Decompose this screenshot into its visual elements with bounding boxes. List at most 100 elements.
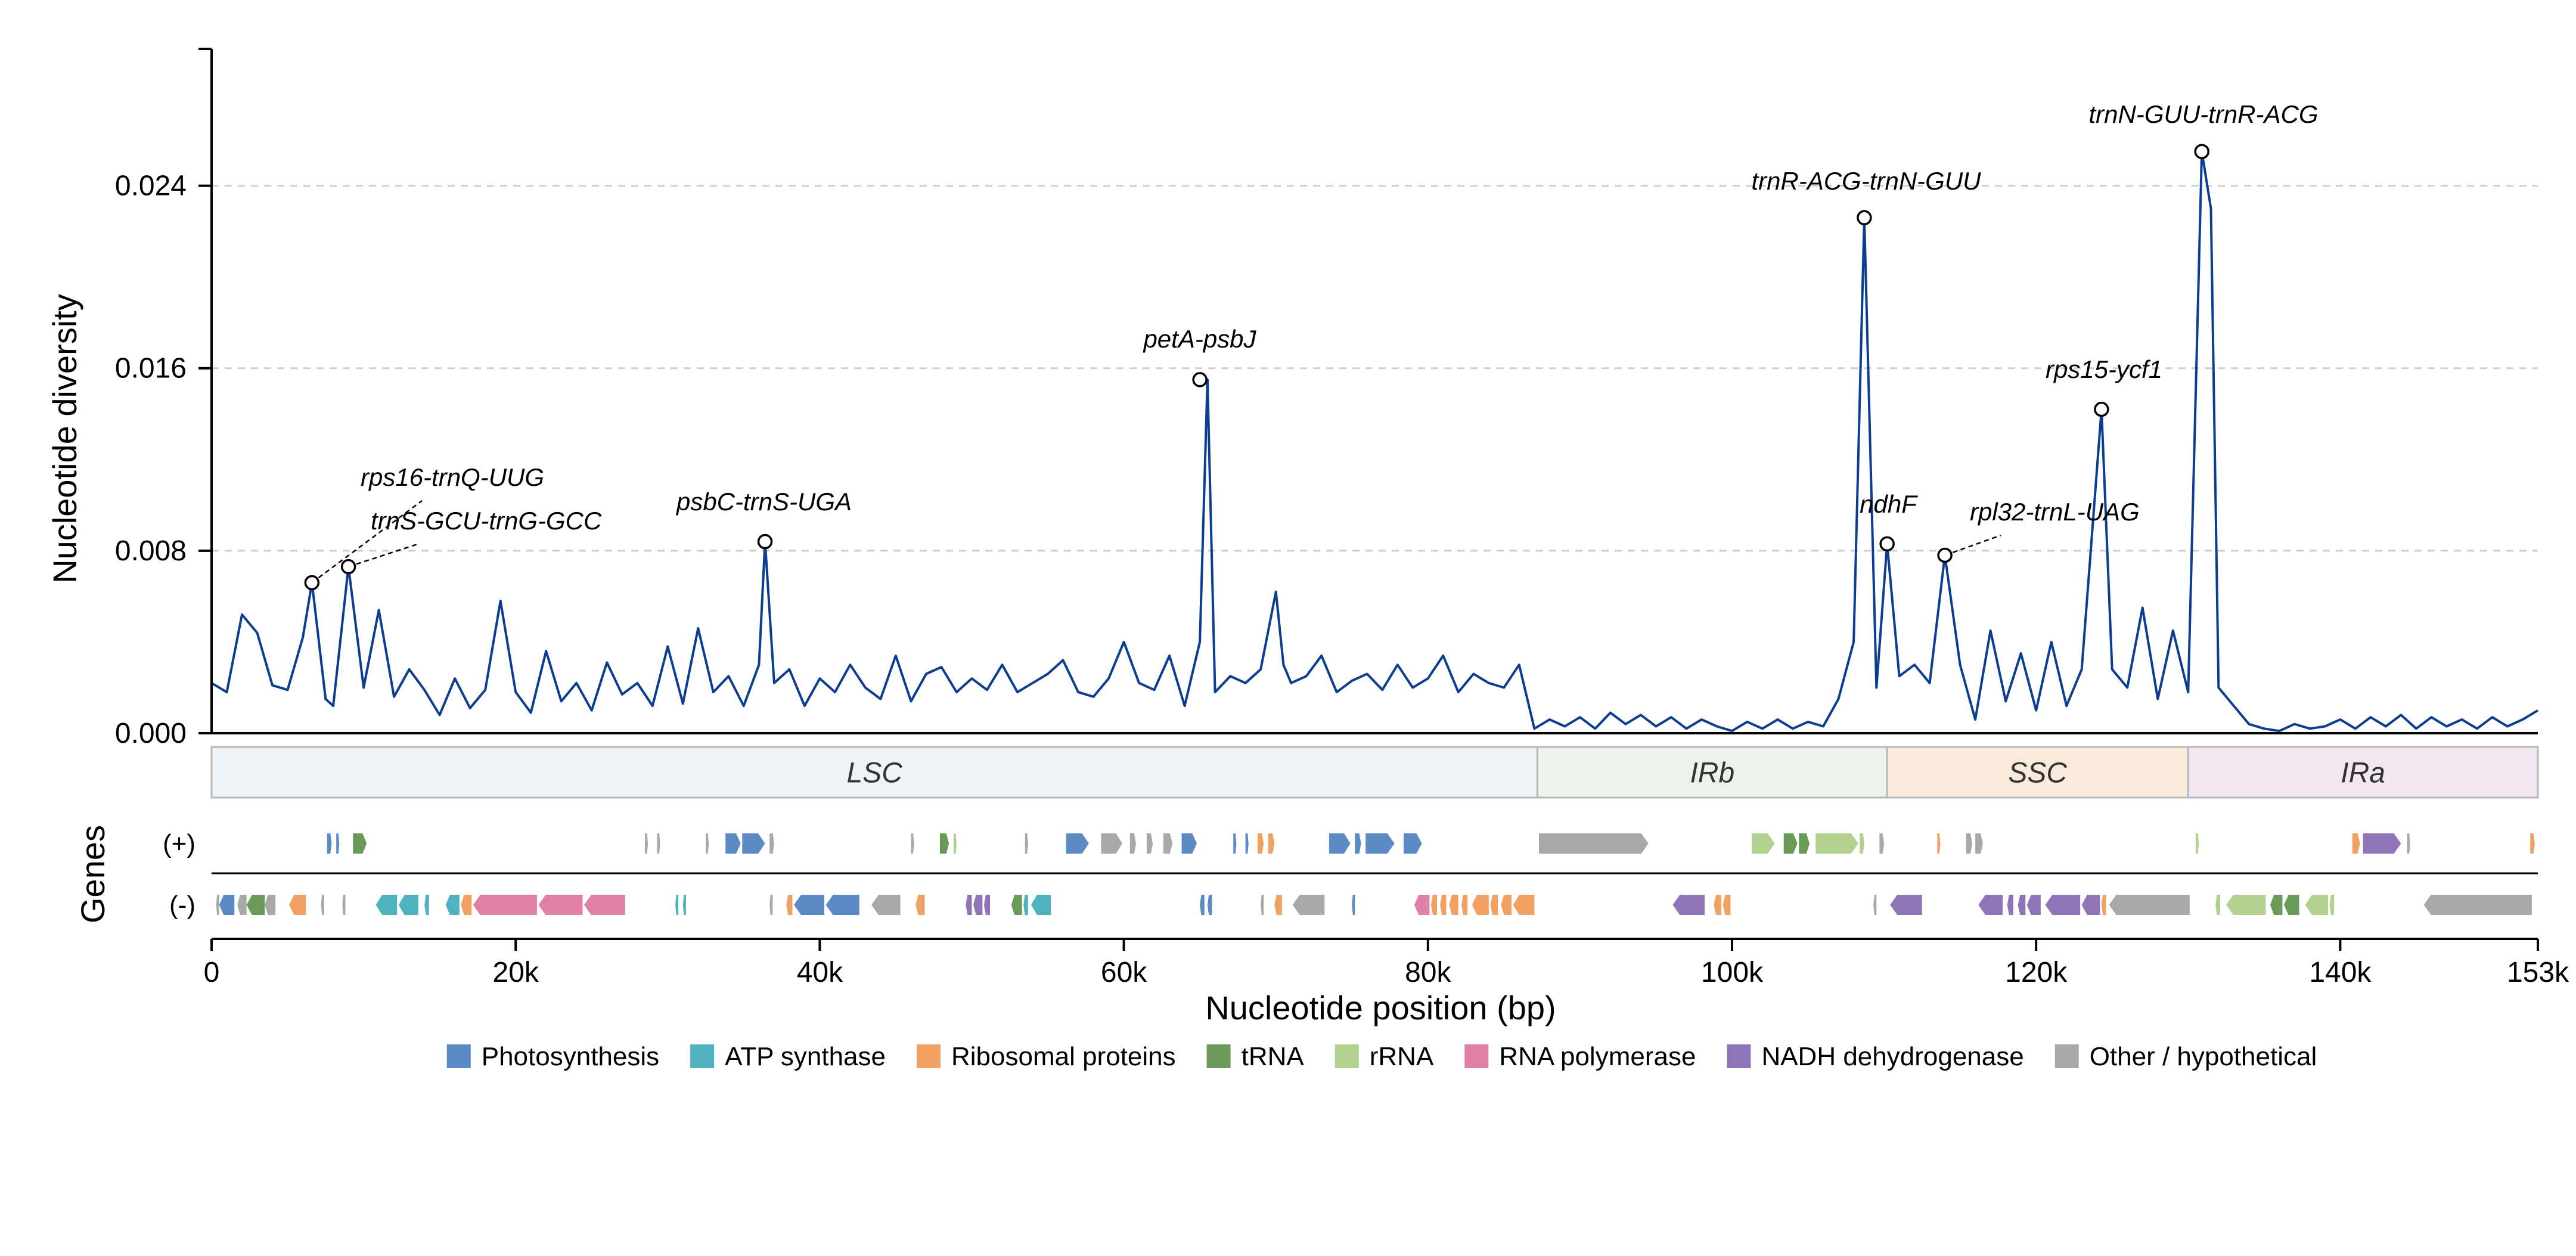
gene-ndh — [983, 895, 991, 915]
peak-annotation: petA-psbJ — [1142, 325, 1257, 387]
gene-atp — [424, 895, 429, 915]
peak-annotation: trnN-GUU-trnR-ACG — [2089, 100, 2319, 159]
axes: 0.000 0.008 0.016 0.024 Nucleotide diversity… — [46, 48, 2569, 1026]
gene-trna — [2270, 895, 2283, 915]
x-tick-label: 40k — [797, 957, 843, 988]
legend-label: Other / hypothetical — [2090, 1042, 2317, 1071]
peak-annotation: rps15-ycf1 — [2046, 355, 2162, 417]
gene-rnap — [473, 895, 537, 915]
gene-trna — [939, 833, 949, 854]
gene-atp — [1031, 895, 1051, 915]
gene-other — [1879, 833, 1885, 854]
legend-swatch — [1206, 1044, 1231, 1068]
gene-ribo — [1722, 895, 1731, 915]
gene-ribo — [1440, 895, 1447, 915]
y-tick-label: 0.008 — [115, 535, 187, 567]
gene-rrna — [1815, 833, 1858, 854]
gene-trna — [246, 895, 265, 915]
peak-annotation: ndhF — [1860, 490, 1918, 552]
peak-marker — [1937, 547, 1953, 563]
strand-minus-label: (-) — [169, 891, 195, 920]
peak-leader-line — [348, 543, 418, 567]
legend-swatch — [1464, 1044, 1489, 1068]
gene-trna — [1783, 833, 1798, 854]
gene-photo — [1181, 833, 1197, 854]
region-box — [1536, 746, 1888, 799]
gene-other — [1261, 895, 1264, 915]
peak-marker — [340, 559, 356, 575]
gene-ndh — [2018, 895, 2026, 915]
gene-other — [216, 895, 219, 915]
gene-rrna — [2226, 895, 2266, 915]
gene-ribo — [289, 895, 306, 915]
peak-annotation: rps16-trnQ-UUG — [304, 463, 544, 591]
gene-other — [645, 833, 648, 854]
peak-marker — [2094, 401, 2109, 417]
peak-label: rpl32-trnL-UAG — [1970, 498, 2140, 526]
legend-item-trna: tRNA — [1206, 1042, 1304, 1071]
legend-item-photo: Photosynthesis — [446, 1042, 659, 1071]
strand-plus-label: (+) — [163, 829, 195, 858]
peak-label: trnN-GUU-trnR-ACG — [2089, 100, 2319, 128]
x-tick-label: 120k — [2005, 957, 2068, 988]
legend-label: Ribosomal proteins — [951, 1042, 1176, 1071]
legend-swatch — [2054, 1044, 2079, 1068]
peak-label: trnR-ACG-trnN-GUU — [1752, 167, 1982, 195]
gene-ribo — [1513, 895, 1535, 915]
x-tick-label: 100k — [1701, 957, 1764, 988]
x-tick-label: 140k — [2309, 957, 2372, 988]
gene-ribo — [915, 895, 925, 915]
legend-item-rrna: rRNA — [1334, 1042, 1434, 1071]
gene-ribo — [461, 895, 472, 915]
gene-photo — [794, 895, 825, 915]
gene-ribo — [1461, 895, 1468, 915]
gene-other — [1129, 833, 1136, 854]
gene-ndh — [966, 895, 972, 915]
x-tick-label: 80k — [1405, 957, 1451, 988]
gene-other — [1975, 833, 1983, 854]
legend-swatch — [916, 1044, 941, 1068]
peak-leader-line — [1944, 534, 2001, 556]
region-lsc: LSC — [210, 746, 1538, 799]
region-label: SSC — [2008, 758, 2067, 789]
gene-ribo — [1937, 833, 1941, 854]
y-tick-label: 0.000 — [115, 718, 187, 749]
gene-ribo — [1472, 895, 1489, 915]
gene-atp — [398, 895, 418, 915]
gene-ndh — [1978, 895, 2003, 915]
peak-annotation: rpl32-trnL-UAG — [1937, 498, 2140, 563]
gene-atp — [1023, 895, 1028, 915]
gene-ribo — [2530, 833, 2535, 854]
gene-photo — [1233, 833, 1237, 854]
peak-leader-line — [311, 500, 423, 584]
gene-ribo — [1714, 895, 1722, 915]
region-box — [2187, 746, 2539, 799]
peak-label: rps15-ycf1 — [2046, 355, 2162, 383]
peak-marker — [1879, 536, 1895, 552]
gene-atp — [445, 895, 460, 915]
gene-rrna — [1752, 833, 1775, 854]
gene-ndh — [1890, 895, 1922, 915]
gene-rrna — [2305, 895, 2328, 915]
x-axis-title: Nucleotide position (bp) — [1205, 989, 1556, 1026]
peak-label: trnS-GCU-trnG-GCC — [371, 507, 602, 535]
gene-other — [769, 895, 773, 915]
gene-atp — [675, 895, 679, 915]
legend-label: NADH dehydrogenase — [1761, 1042, 2023, 1071]
region-label: IRa — [2341, 758, 2385, 789]
gene-other — [1163, 833, 1173, 854]
gene-photo — [825, 895, 859, 915]
gene-other — [657, 833, 660, 854]
gene-other — [1146, 833, 1153, 854]
gene-ribo — [1449, 895, 1458, 915]
peak-marker — [304, 575, 320, 591]
gene-photo — [742, 833, 765, 854]
legend-item-other: Other / hypothetical — [2054, 1042, 2317, 1071]
gene-photo — [1355, 833, 1361, 854]
peak-label: psbC-trnS-UGA — [675, 488, 852, 516]
gene-ndh — [1672, 895, 1705, 915]
region-ssc: SSC — [1886, 746, 2189, 799]
region-ira: IRa — [2187, 746, 2539, 799]
legend-swatch — [446, 1044, 471, 1068]
